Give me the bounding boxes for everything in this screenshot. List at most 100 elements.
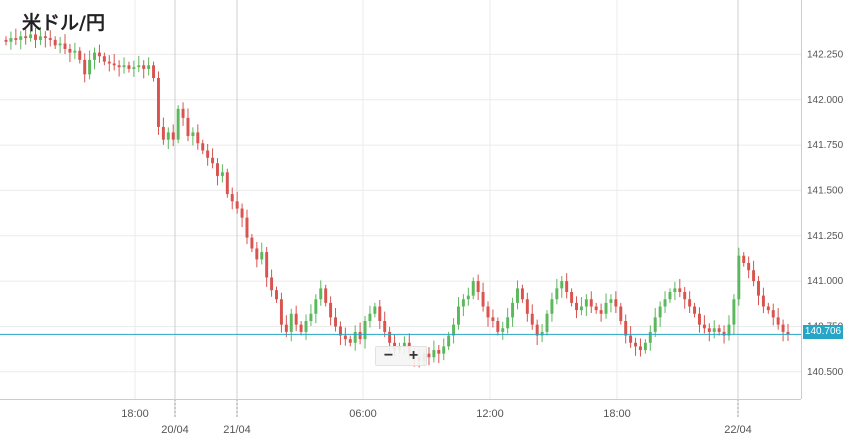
candle-body	[338, 326, 342, 336]
candle-body	[250, 237, 254, 249]
candle-body	[732, 299, 736, 325]
candle-body	[368, 313, 372, 322]
candle-body	[707, 328, 711, 332]
candle-body	[570, 291, 574, 303]
y-tick-label: 142.000	[807, 95, 843, 106]
candle-body	[550, 299, 554, 314]
candle-body	[48, 38, 52, 40]
candle-body	[265, 252, 269, 278]
candle-body	[678, 288, 682, 292]
candle-body	[722, 331, 726, 336]
candle-body	[496, 321, 500, 332]
candle-body	[737, 255, 741, 300]
x-tick-label: 18:00	[121, 408, 149, 420]
candle-body	[643, 342, 647, 351]
candle-body	[717, 328, 721, 332]
candle-body	[461, 299, 465, 307]
candle-body	[152, 65, 156, 78]
candle-body	[693, 306, 697, 314]
candle-body	[535, 324, 539, 336]
candle-body	[727, 324, 731, 336]
candle-body	[132, 67, 136, 69]
candle-body	[648, 331, 652, 343]
candle-body	[43, 36, 47, 39]
candle-body	[4, 39, 8, 42]
candle-body	[560, 281, 564, 289]
candle-body	[289, 313, 293, 332]
candle-body	[284, 324, 288, 332]
candle-body	[388, 331, 392, 343]
candle-body	[378, 306, 382, 322]
candle-body	[83, 59, 87, 75]
candle-body	[619, 306, 623, 322]
candle-body	[476, 281, 480, 292]
candle-body	[88, 59, 92, 75]
axes: 142.250 142.000 141.750 141.500 141.250 141.0…	[0, 0, 843, 436]
candle-body	[383, 321, 387, 332]
candle-body	[540, 331, 544, 336]
y-tick-label: 141.750	[807, 140, 843, 151]
candle-body	[24, 36, 28, 39]
candle-body	[211, 157, 215, 164]
candle-body	[201, 143, 205, 151]
candle-body	[235, 201, 239, 209]
candle-body	[776, 317, 780, 325]
candle-body	[683, 291, 687, 300]
candle-body	[565, 281, 569, 292]
candle-body	[73, 50, 77, 53]
candle-body	[78, 50, 82, 60]
zoom-control: − +	[375, 346, 427, 366]
candle-body	[781, 324, 785, 332]
candles	[4, 26, 790, 368]
candle-body	[658, 306, 662, 318]
candle-body	[457, 306, 460, 325]
candle-body	[216, 163, 219, 176]
candle-body	[260, 252, 264, 260]
x-tick-label: 18:00	[603, 408, 631, 420]
candle-body	[604, 302, 608, 314]
candle-body	[432, 350, 436, 358]
candle-body	[594, 306, 598, 311]
candle-body	[697, 313, 701, 325]
candle-body	[309, 313, 313, 322]
zoom-out-button[interactable]: −	[383, 347, 394, 364]
candle-body	[181, 108, 185, 118]
candle-body	[614, 299, 618, 307]
candle-body	[520, 288, 524, 300]
candle-body	[766, 306, 770, 311]
candle-body	[334, 317, 337, 327]
candle-body	[14, 38, 18, 40]
zoom-in-button[interactable]: +	[408, 347, 419, 364]
candle-body	[279, 299, 283, 325]
candle-body	[53, 39, 57, 46]
candle-body	[58, 43, 62, 46]
session-separators	[174, 0, 739, 417]
candle-body	[329, 302, 333, 318]
candle-body	[452, 324, 456, 336]
y-tick-label: 142.250	[807, 49, 843, 60]
candle-body	[506, 317, 510, 329]
candle-body	[471, 281, 475, 296]
candle-body	[299, 324, 303, 332]
candle-body	[142, 65, 146, 69]
candle-body	[304, 321, 308, 332]
candle-body	[599, 310, 603, 314]
candle-body	[196, 132, 200, 144]
candle-body	[373, 306, 377, 314]
candle-body	[579, 306, 583, 311]
x-tick-label: 06:00	[349, 408, 377, 420]
candle-body	[102, 56, 106, 62]
candle-body	[525, 299, 529, 314]
candle-body	[343, 335, 347, 340]
candle-body	[771, 310, 775, 318]
candle-body	[712, 328, 716, 332]
candle-body	[353, 331, 357, 343]
candle-body	[663, 299, 667, 307]
candle-body	[324, 288, 328, 303]
candle-body	[427, 353, 431, 358]
candle-body	[575, 302, 578, 311]
candle-body	[447, 335, 451, 347]
candle-body	[9, 38, 13, 42]
candle-body	[668, 291, 672, 300]
